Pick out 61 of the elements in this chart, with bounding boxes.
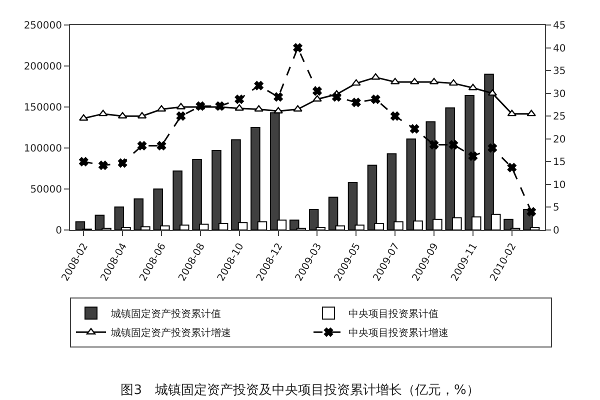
point <box>254 105 264 112</box>
point <box>526 110 536 116</box>
point <box>371 94 380 104</box>
text: 图3 城镇固定资产投资及中央项目投资累计增长（亿元，%） <box>120 383 480 398</box>
point <box>293 43 302 52</box>
point <box>254 81 264 90</box>
point <box>352 79 361 86</box>
point <box>410 124 420 134</box>
legend-label: 中央项目投资累计值 <box>348 308 438 320</box>
y-tick-label: 250000 <box>24 20 62 32</box>
point <box>429 140 439 150</box>
y2-tick-label: 0 <box>553 226 560 236</box>
point <box>234 94 244 104</box>
point <box>390 112 400 121</box>
point <box>410 78 420 84</box>
point <box>371 73 380 80</box>
y2-tick-label: 25 <box>553 112 566 123</box>
y2-tick-label: 20 <box>553 134 566 146</box>
point <box>118 158 128 168</box>
point <box>429 78 439 84</box>
legend-label: 城镇固定资产投资累计增速 <box>110 327 231 340</box>
point <box>156 105 166 112</box>
legend-label: 中央项目投资累计增速 <box>348 327 448 340</box>
y2-tick-label: 40 <box>553 43 566 54</box>
point <box>79 157 88 166</box>
point <box>352 98 361 107</box>
point <box>98 160 108 170</box>
point <box>312 86 322 96</box>
y-tick-label: 100000 <box>24 144 62 154</box>
point <box>468 152 478 161</box>
y-tick-label: 150000 <box>24 102 62 114</box>
y2-tick-label: 30 <box>553 88 566 100</box>
y-tick-label: 50000 <box>30 184 62 196</box>
point <box>507 110 517 116</box>
y2-tick-label: 35 <box>553 66 566 78</box>
point <box>448 79 458 86</box>
point <box>234 104 244 111</box>
y2-tick-label: 15 <box>553 157 566 168</box>
point <box>176 112 186 121</box>
point <box>468 84 478 90</box>
y2-tick-label: 10 <box>553 180 566 191</box>
point <box>332 92 342 102</box>
point <box>293 105 302 112</box>
legend-label: 城镇固定资产投资累计值 <box>110 308 221 320</box>
y2-tick-label: 5 <box>553 202 560 214</box>
point <box>78 114 88 121</box>
point <box>488 143 497 153</box>
point <box>274 92 283 102</box>
point <box>488 89 498 96</box>
point <box>507 163 516 172</box>
point <box>448 140 458 150</box>
y2-tick-label: 45 <box>553 20 566 32</box>
y-tick-label: 200000 <box>24 62 62 72</box>
y-tick-label: 0 <box>56 226 62 236</box>
point <box>312 95 322 102</box>
point <box>176 102 186 110</box>
point <box>137 141 147 150</box>
point <box>98 110 108 116</box>
point <box>526 207 536 216</box>
point <box>156 141 166 150</box>
point <box>390 78 400 84</box>
